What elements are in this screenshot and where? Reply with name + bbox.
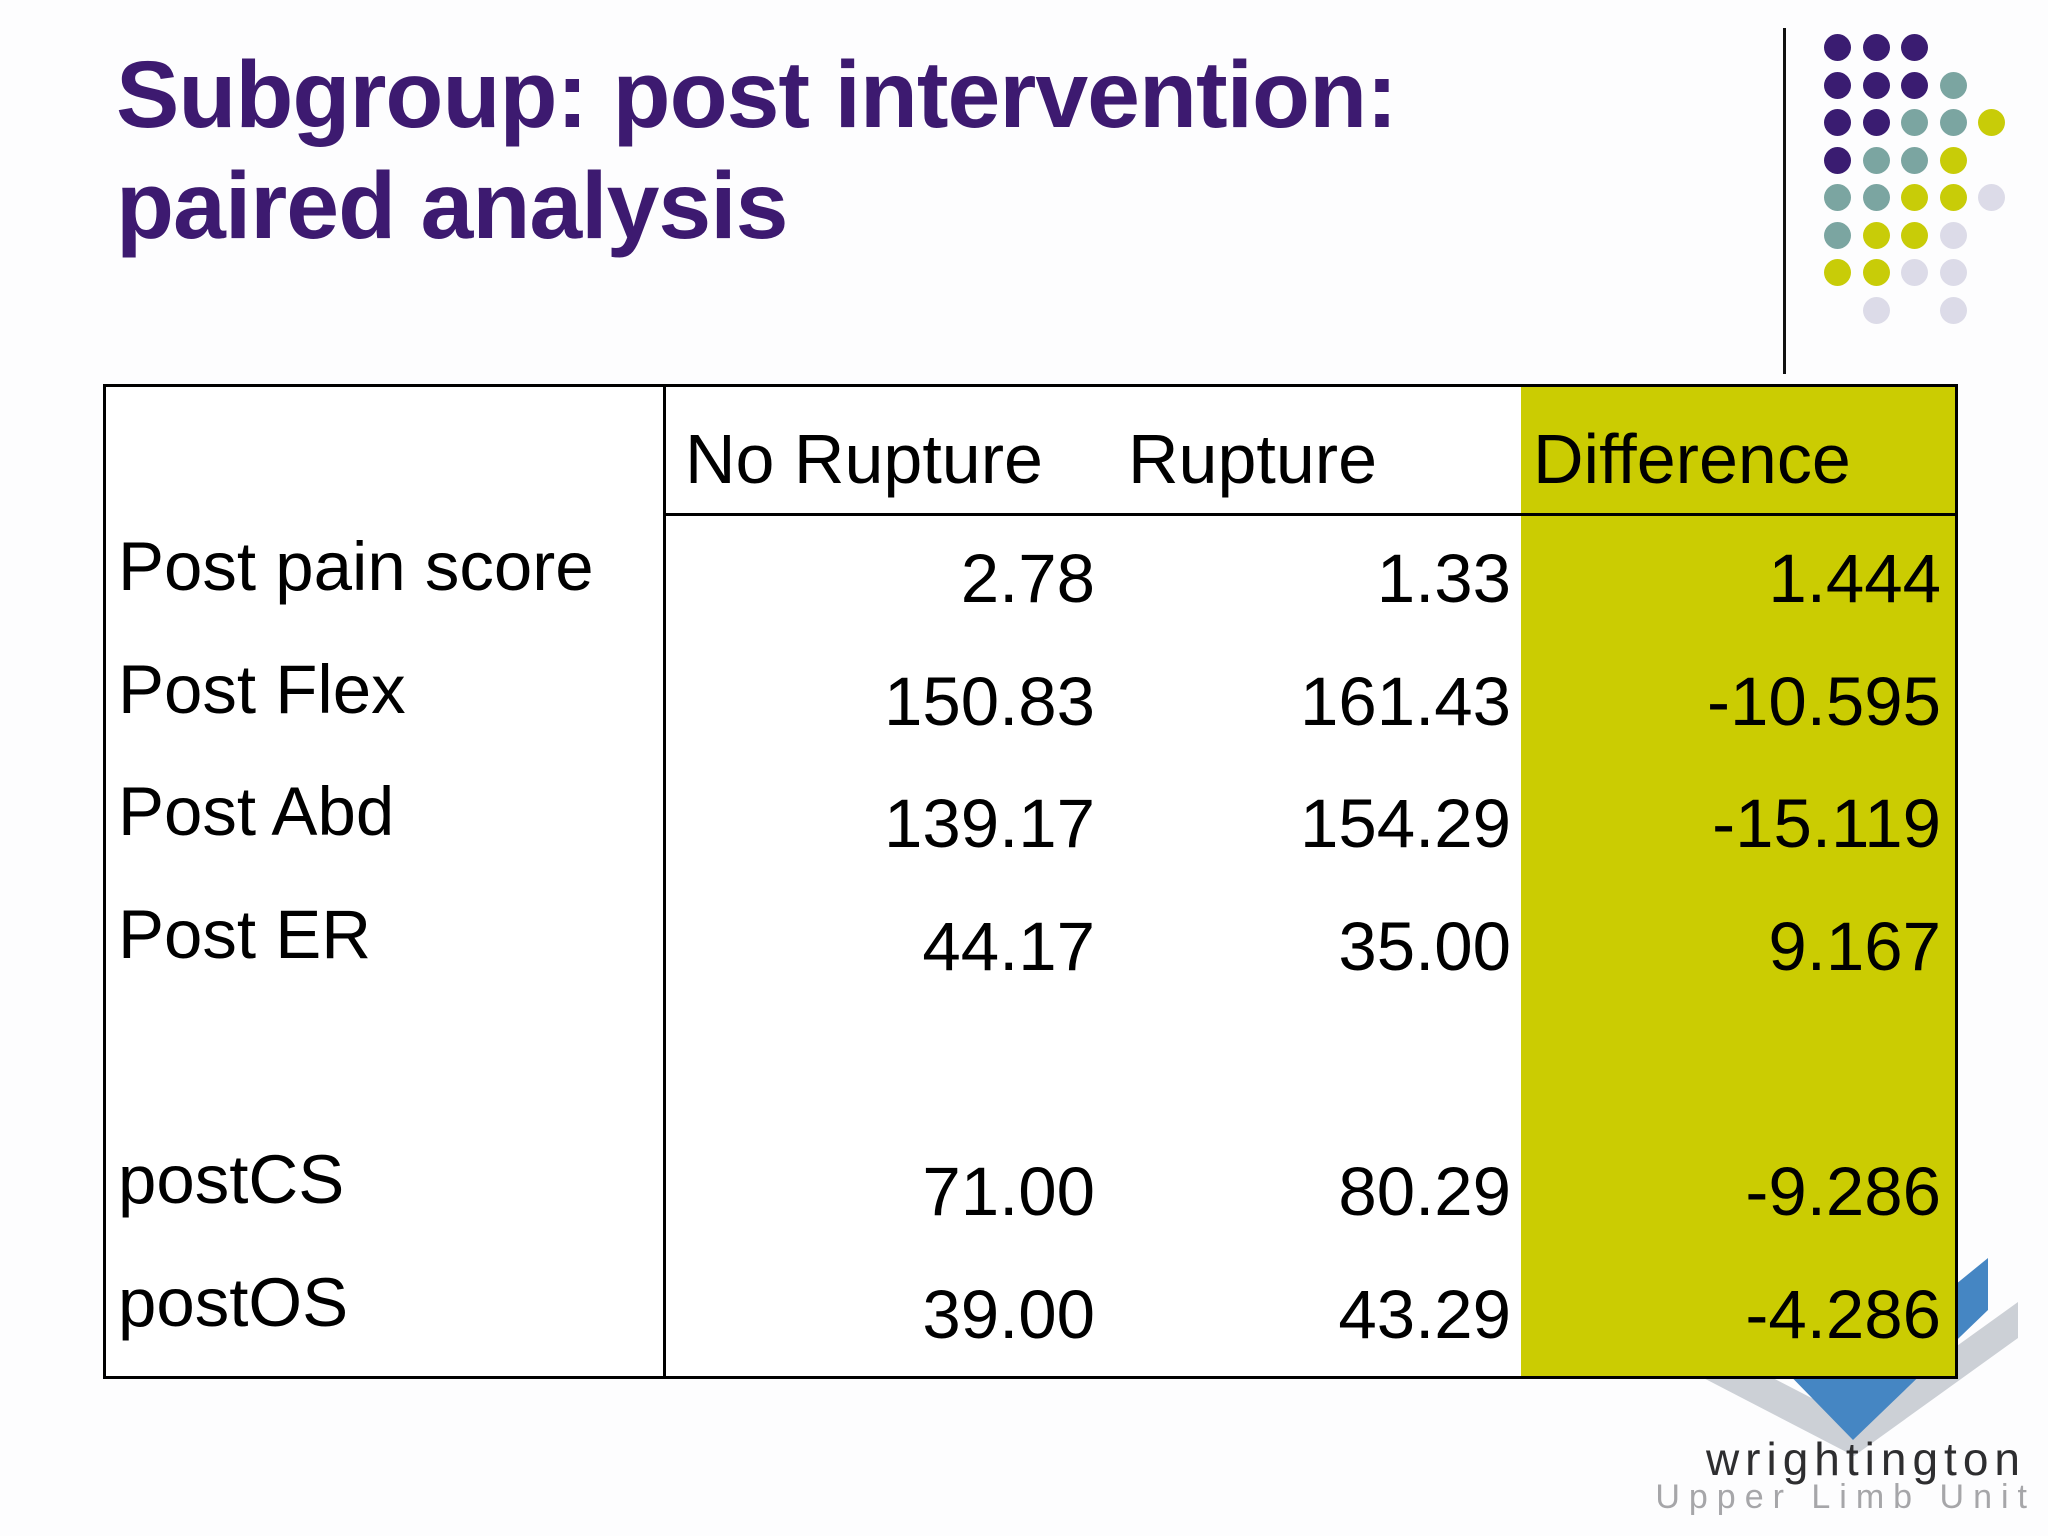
cell-no-rupture: 150.83 [883, 662, 1095, 740]
logo-dot [1862, 109, 1890, 136]
logo-dot [1824, 71, 1851, 99]
upper-limb-unit-label: Upper Limb Unit [1655, 1478, 2036, 1516]
cell-difference: 1.444 [1768, 539, 1941, 617]
row-label: Post Flex [118, 650, 406, 728]
logo-dot [1824, 109, 1851, 136]
logo-dot [1862, 259, 1890, 286]
logo-divider-line [1783, 28, 1786, 374]
table-row: Post Flex 150.83 161.43 -10.595 [106, 640, 1955, 763]
row-label: Post Abd [118, 773, 395, 851]
logo-dot [1939, 109, 1967, 136]
cell-rupture: 35.00 [1338, 908, 1511, 986]
slide-title: Subgroup: post intervention: paired anal… [116, 42, 1398, 260]
table-row: postOS 39.00 43.29 -4.286 [106, 1253, 1955, 1376]
logo-dot [1901, 221, 1928, 249]
cell-rupture: 154.29 [1299, 785, 1511, 863]
logo-dot [1939, 296, 1967, 324]
dots-logo [1824, 34, 2034, 334]
difference-column-highlight [1521, 387, 1955, 1376]
logo-dot [1824, 146, 1851, 174]
logo-dot [1901, 34, 1928, 61]
logo-dot [1901, 259, 1928, 286]
logo-dot [1901, 71, 1928, 99]
table-row: Post pain score 2.78 1.33 1.444 [106, 517, 1955, 640]
cell-no-rupture: 39.00 [922, 1276, 1095, 1354]
column-header-difference: Difference [1533, 420, 1851, 498]
cell-difference: -4.286 [1745, 1276, 1941, 1354]
cell-rupture: 161.43 [1299, 662, 1511, 740]
row-label: Post ER [118, 896, 372, 974]
logo-dot [1939, 259, 1967, 286]
cell-no-rupture: 139.17 [883, 785, 1095, 863]
cell-rupture: 80.29 [1338, 1153, 1511, 1231]
logo-dot [1939, 146, 1967, 174]
row-label: postOS [118, 1264, 349, 1342]
cell-no-rupture: 2.78 [960, 539, 1095, 617]
column-header-no-rupture: No Rupture [685, 420, 1043, 498]
cell-no-rupture: 44.17 [922, 908, 1095, 986]
cell-difference: -15.119 [1712, 785, 1941, 863]
table-row-empty [106, 1008, 1955, 1131]
logo-dot [1862, 221, 1890, 249]
logo-dot [1862, 71, 1890, 99]
table-row: postCS 71.00 80.29 -9.286 [106, 1131, 1955, 1254]
logo-dot [1824, 259, 1851, 286]
logo-dot [1824, 184, 1851, 211]
logo-dot [1862, 296, 1890, 324]
cell-difference: 9.167 [1768, 908, 1941, 986]
logo-dot [1824, 34, 1851, 61]
row-label: Post pain score [118, 527, 594, 605]
logo-dot [1978, 109, 2005, 136]
row-label: postCS [118, 1141, 345, 1219]
cell-rupture: 43.29 [1338, 1276, 1511, 1354]
logo-dot [1862, 34, 1890, 61]
cell-difference: -9.286 [1745, 1153, 1941, 1231]
logo-dot [1939, 221, 1967, 249]
logo-dot [1862, 146, 1890, 174]
logo-dot [1901, 109, 1928, 136]
table-column-divider [663, 387, 666, 1376]
table-row: Post ER 44.17 35.00 9.167 [106, 885, 1955, 1008]
logo-dot [1862, 184, 1890, 211]
logo-dot [1978, 184, 2005, 211]
cell-no-rupture: 71.00 [922, 1153, 1095, 1231]
wrightington-wordmark: wrightington [1705, 1433, 2026, 1485]
logo-dot [1939, 71, 1967, 99]
cell-rupture: 1.33 [1376, 539, 1511, 617]
cell-difference: -10.595 [1706, 662, 1941, 740]
column-header-rupture: Rupture [1128, 420, 1378, 498]
table-body: Post pain score 2.78 1.33 1.444 Post Fle… [106, 517, 1955, 1376]
logo-dot [1901, 146, 1928, 174]
header-underline [663, 513, 1955, 516]
logo-dot [1824, 221, 1851, 249]
table-row: Post Abd 139.17 154.29 -15.119 [106, 762, 1955, 885]
data-table: No Rupture Rupture Difference Post pain … [103, 384, 1958, 1379]
logo-dot [1901, 184, 1928, 211]
logo-dot [1939, 184, 1967, 211]
